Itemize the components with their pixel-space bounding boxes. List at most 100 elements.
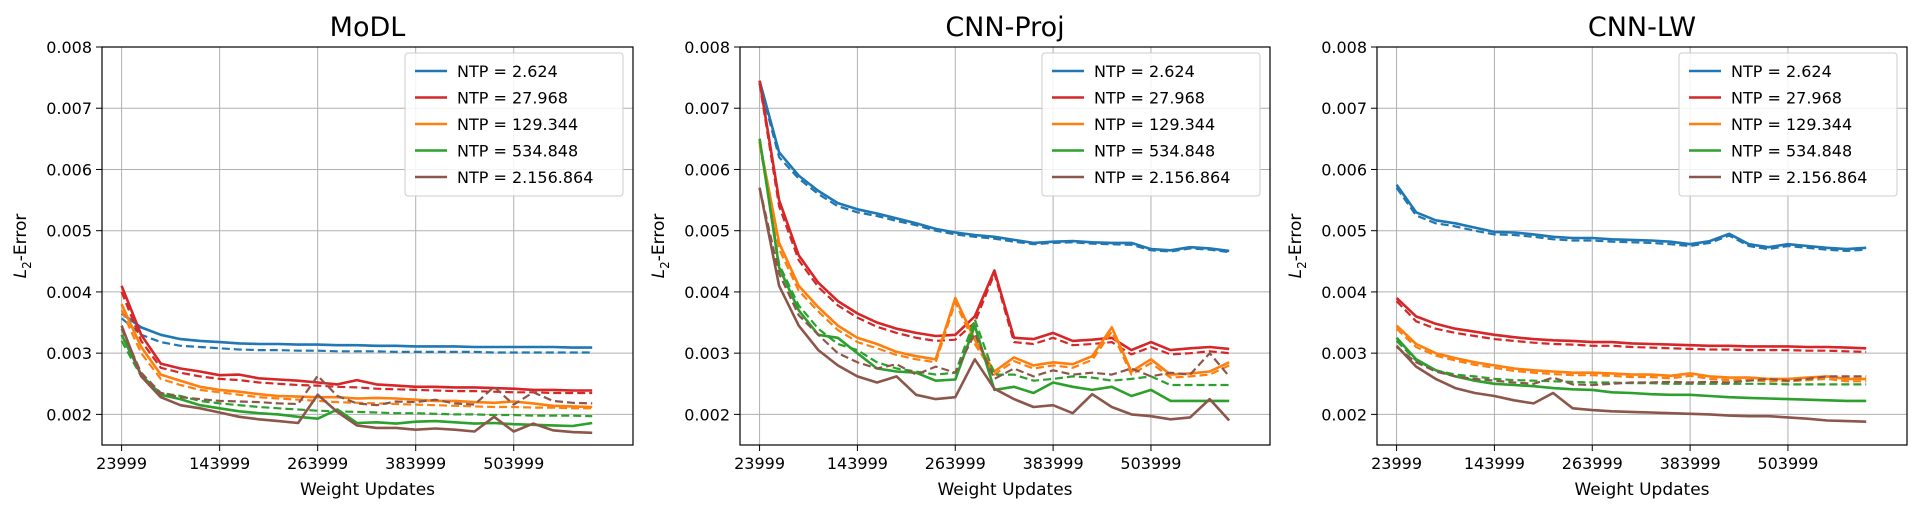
legend-label: NTP = 129.344 xyxy=(1094,115,1215,134)
legend-label: NTP = 27.968 xyxy=(1731,89,1842,108)
series-line-solid xyxy=(1395,336,1867,403)
chart-panel-3: 0.002 0.003 0.004 0.005 0.006 0.007 0.008 23999… xyxy=(1286,12,1908,500)
y-axis-label-suffix: -Error xyxy=(1286,214,1306,262)
y-axis-label-subscript: 2 xyxy=(20,261,34,269)
y-tick-label: 0.005 xyxy=(46,222,92,241)
y-axis-label: L2-Error xyxy=(1286,214,1309,279)
y-axis-label: L2-Error xyxy=(649,214,672,279)
y-tick-label: 0.004 xyxy=(684,283,730,302)
y-tick-label: 0.003 xyxy=(684,344,730,363)
legend-label: NTP = 27.968 xyxy=(1094,89,1205,108)
x-tick-label: 23999 xyxy=(1371,454,1422,473)
series-line-solid xyxy=(1395,297,1867,350)
y-axis-label-subscript: 2 xyxy=(1295,261,1309,269)
x-axis-label: Weight Updates xyxy=(937,480,1072,500)
legend: NTP = 2.624 NTP = 27.968 NTP = 129.344 NTP … xyxy=(404,52,624,197)
x-tick-label: 503999 xyxy=(1757,454,1818,473)
series-line-solid xyxy=(120,325,593,435)
x-tick-label: 263999 xyxy=(287,454,348,473)
series-line-solid xyxy=(120,285,593,392)
x-tick-label: 143999 xyxy=(1464,454,1525,473)
legend: NTP = 2.624 NTP = 27.968 NTP = 129.344 NTP … xyxy=(1041,52,1261,197)
x-tick-label: 503999 xyxy=(483,454,544,473)
legend-frame xyxy=(1041,52,1261,197)
x-tick-label: 383999 xyxy=(1023,454,1084,473)
x-tick-label: 143999 xyxy=(189,454,250,473)
series-line-dashed xyxy=(1395,346,1867,387)
y-tick-label: 0.005 xyxy=(684,222,730,241)
y-axis-label-symbol: L xyxy=(1286,269,1306,278)
series-line-solid xyxy=(120,312,593,349)
x-tick-label: 503999 xyxy=(1120,454,1181,473)
series-line-dashed xyxy=(120,291,593,395)
series-line-dashed xyxy=(758,144,1230,379)
series-line-dashed xyxy=(1395,187,1867,252)
series-line-solid xyxy=(120,334,593,428)
chart-title: CNN-Proj xyxy=(945,12,1064,43)
legend-label: NTP = 2.156.864 xyxy=(457,168,593,187)
chart-panel-2: 0.002 0.003 0.004 0.005 0.006 0.007 0.008 23999… xyxy=(649,12,1271,500)
legend-label: NTP = 129.344 xyxy=(457,115,578,134)
y-axis-label-symbol: L xyxy=(649,269,669,278)
x-tick-label: 23999 xyxy=(96,454,147,473)
y-tick-label: 0.005 xyxy=(1321,222,1367,241)
series-line-solid xyxy=(1395,344,1867,423)
chart-title: CNN-LW xyxy=(1588,12,1696,43)
y-axis-label-suffix: -Error xyxy=(11,214,31,262)
legend-label: NTP = 534.848 xyxy=(1094,142,1215,161)
y-tick-label: 0.003 xyxy=(46,344,92,363)
series-line-solid xyxy=(758,187,1231,422)
legend-label: NTP = 2.624 xyxy=(457,62,558,81)
legend-label: NTP = 129.344 xyxy=(1731,115,1852,134)
x-axis-label: Weight Updates xyxy=(300,480,435,500)
y-tick-label: 0.008 xyxy=(1321,38,1367,57)
series-line-solid xyxy=(1395,324,1867,381)
series-line-dashed xyxy=(1395,300,1867,353)
chart-title: MoDL xyxy=(330,12,406,43)
series-line-dashed xyxy=(120,309,593,410)
y-tick-label: 0.003 xyxy=(1321,344,1367,363)
x-tick-label: 23999 xyxy=(734,454,785,473)
plot-frame xyxy=(739,46,1271,446)
y-tick-label: 0.004 xyxy=(1321,283,1367,302)
plot-frame xyxy=(101,46,634,446)
series-line-solid xyxy=(1395,184,1867,251)
legend-label: NTP = 2.624 xyxy=(1094,62,1195,81)
legend-label: NTP = 534.848 xyxy=(457,142,578,161)
x-tick-label: 263999 xyxy=(1562,454,1623,473)
series-line-dashed xyxy=(120,328,593,407)
y-axis-label-suffix: -Error xyxy=(649,214,669,262)
y-tick-label: 0.007 xyxy=(46,99,92,118)
series-line-solid xyxy=(758,80,1230,253)
y-tick-label: 0.004 xyxy=(46,283,92,302)
y-tick-label: 0.006 xyxy=(1321,160,1367,179)
x-tick-label: 383999 xyxy=(1660,454,1721,473)
y-tick-label: 0.008 xyxy=(684,38,730,57)
series-line-dashed xyxy=(120,317,593,354)
y-tick-label: 0.002 xyxy=(46,405,92,424)
chart-panel-1: 0.002 0.003 0.004 0.005 0.006 0.007 0.008 23999… xyxy=(11,12,634,500)
legend-label: NTP = 2.156.864 xyxy=(1731,168,1867,187)
series-line-dashed xyxy=(758,187,1231,380)
legend: NTP = 2.624 NTP = 27.968 NTP = 129.344 NTP … xyxy=(1678,52,1898,197)
series-line-dashed xyxy=(758,138,1230,387)
y-tick-label: 0.006 xyxy=(46,160,92,179)
legend-label: NTP = 534.848 xyxy=(1731,142,1852,161)
y-tick-label: 0.007 xyxy=(1321,99,1367,118)
plot-frame xyxy=(1376,46,1908,446)
y-axis-label: L2-Error xyxy=(11,214,34,279)
legend-label: NTP = 2.156.864 xyxy=(1094,168,1230,187)
legend-label: NTP = 27.968 xyxy=(457,89,568,108)
y-tick-label: 0.006 xyxy=(684,160,730,179)
legend-frame xyxy=(1678,52,1898,197)
series-line-solid xyxy=(120,303,593,409)
x-tick-label: 143999 xyxy=(827,454,888,473)
y-axis-label-symbol: L xyxy=(11,269,31,278)
y-tick-label: 0.002 xyxy=(684,405,730,424)
x-axis-label: Weight Updates xyxy=(1574,480,1709,500)
x-tick-label: 263999 xyxy=(925,454,986,473)
x-tick-label: 383999 xyxy=(385,454,446,473)
y-tick-label: 0.008 xyxy=(46,38,92,57)
series-line-solid xyxy=(758,80,1230,352)
